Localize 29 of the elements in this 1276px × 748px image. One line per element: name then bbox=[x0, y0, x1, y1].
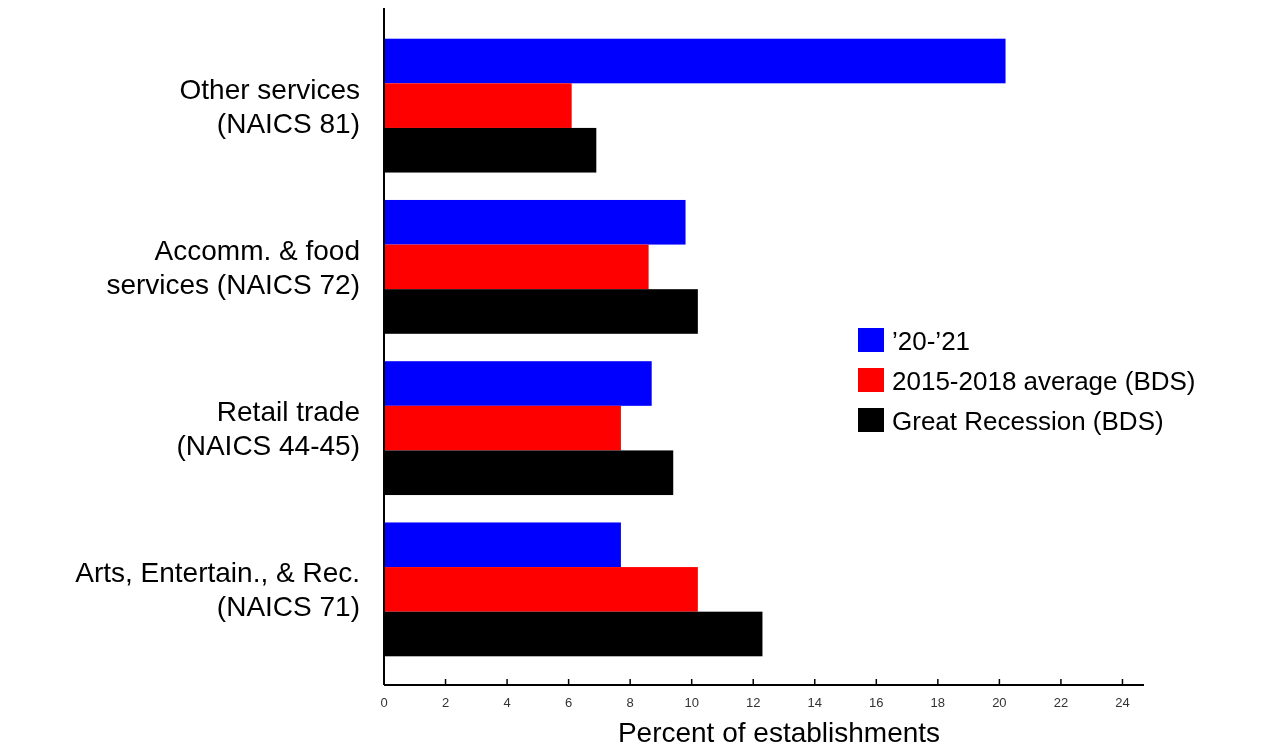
bar bbox=[384, 567, 698, 612]
x-tick-label: 24 bbox=[1115, 695, 1130, 710]
x-tick-label: 8 bbox=[626, 695, 634, 710]
y-tick-label: Retail trade (NAICS 44-45) bbox=[176, 396, 360, 462]
x-tick-label: 14 bbox=[807, 695, 822, 710]
bar bbox=[384, 405, 621, 451]
x-axis-title: Percent of establishments bbox=[617, 717, 941, 748]
bar bbox=[384, 361, 652, 406]
bar bbox=[384, 522, 621, 568]
x-tick-label: 2 bbox=[441, 695, 450, 710]
x-tick-label: 16 bbox=[869, 695, 884, 710]
y-tick-label: Accomm. & food services (NAICS 72) bbox=[106, 234, 360, 300]
x-tick-label: 6 bbox=[565, 695, 573, 710]
x-tick-label: 22 bbox=[1053, 695, 1069, 710]
bar bbox=[384, 199, 686, 245]
x-tick-label: 18 bbox=[930, 695, 946, 710]
bar bbox=[384, 38, 1006, 84]
y-tick-label: Arts, Entertain., & Rec. (NAICS 71) bbox=[75, 557, 360, 623]
legend-label: 2015-2018 average (BDS) bbox=[892, 366, 1196, 396]
legend-label: ’20-’21 bbox=[892, 326, 971, 356]
bar bbox=[384, 244, 649, 290]
x-tick-label: 10 bbox=[684, 695, 699, 710]
x-tick-label: 12 bbox=[746, 695, 761, 710]
x-tick-label: 20 bbox=[992, 695, 1007, 710]
x-tick-label: 0 bbox=[380, 695, 388, 710]
x-tick-label: 4 bbox=[503, 695, 511, 710]
y-tick-label: Other services (NAICS 81) bbox=[179, 73, 360, 139]
bar bbox=[384, 83, 572, 128]
legend-label: Great Recession (BDS) bbox=[892, 406, 1164, 436]
